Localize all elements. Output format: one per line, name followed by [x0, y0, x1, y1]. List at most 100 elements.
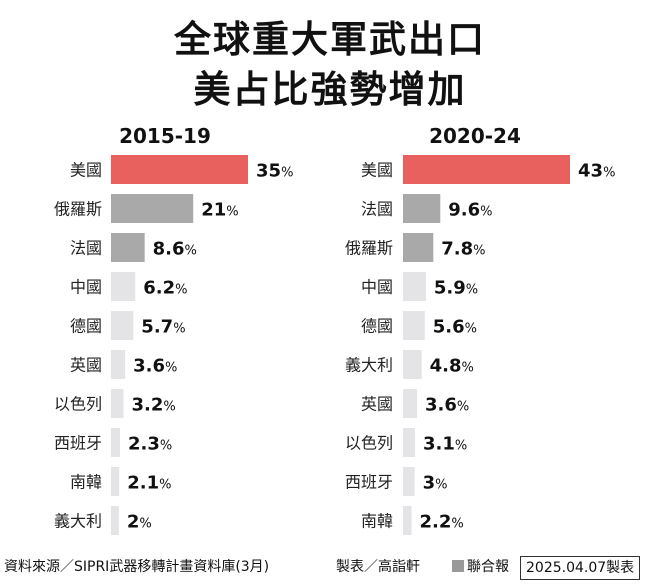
value-label: 21%	[201, 200, 238, 221]
value-number: 3.6	[425, 395, 457, 416]
bar	[111, 233, 145, 262]
bar	[111, 311, 134, 340]
value-label: 9.6%	[448, 200, 492, 221]
bar	[403, 233, 434, 262]
category-label: 義大利	[54, 512, 102, 531]
category-label: 西班牙	[345, 473, 393, 492]
bar	[111, 350, 126, 379]
value-unit: %	[480, 205, 492, 220]
value-label: 7.8%	[441, 239, 485, 260]
bar	[111, 389, 124, 418]
value-number: 2.3	[128, 434, 160, 455]
value-unit: %	[159, 478, 171, 493]
value-label: 2.2%	[420, 512, 464, 533]
panel-title: 2015-19	[119, 124, 211, 148]
bar	[403, 194, 441, 223]
category-label: 俄羅斯	[345, 239, 393, 258]
value-label: 2.3%	[128, 434, 172, 455]
value-unit: %	[173, 322, 185, 337]
value-unit: %	[226, 205, 238, 220]
value-label: 3.2%	[132, 395, 176, 416]
value-label: 2.1%	[127, 473, 171, 494]
category-label: 中國	[361, 278, 393, 297]
footer: 資料來源／SIPRI武器移轉計畫資料庫(3月) 製表／高詣軒 聯合報 2025.…	[0, 552, 660, 582]
category-label: 德國	[70, 317, 102, 336]
category-label: 德國	[361, 317, 393, 336]
bar	[403, 428, 416, 457]
category-label: 英國	[70, 356, 102, 375]
bar	[111, 506, 119, 535]
bar	[403, 155, 570, 184]
category-label: 以色列	[345, 434, 393, 453]
value-number: 2.1	[127, 473, 159, 494]
bar	[403, 389, 417, 418]
value-label: 6.2%	[143, 278, 187, 299]
category-label: 義大利	[345, 356, 393, 375]
value-label: 43%	[578, 161, 615, 182]
value-number: 8.6	[153, 239, 185, 260]
value-unit: %	[457, 400, 469, 415]
bar-chart-2020-24: 2020-24 美國 43% 法國 9.6% 俄羅斯 7.8% 中國 5.9% 德國 5.6% 義大利…	[345, 124, 615, 535]
value-number: 6.2	[143, 278, 175, 299]
value-label: 3.6%	[133, 356, 177, 377]
value-unit: %	[435, 478, 447, 493]
category-label: 南韓	[361, 512, 393, 531]
panel-2020-24: 2020-24 美國 43% 法國 9.6% 俄羅斯 7.8% 中國 5.9% 德國 5.6% 義大利…	[330, 0, 660, 560]
value-label: 35%	[256, 161, 293, 182]
value-unit: %	[603, 166, 615, 181]
value-number: 21	[201, 200, 226, 221]
value-number: 7.8	[441, 239, 473, 260]
value-number: 9.6	[448, 200, 480, 221]
value-number: 3.1	[423, 434, 455, 455]
category-label: 法國	[70, 239, 102, 258]
maker-credit: 製表／高詣軒	[336, 559, 420, 575]
panel-title: 2020-24	[429, 124, 521, 148]
value-unit: %	[473, 244, 485, 259]
bar	[403, 272, 426, 301]
value-label: 5.9%	[434, 278, 478, 299]
bar	[111, 194, 194, 223]
value-unit: %	[160, 439, 172, 454]
category-label: 俄羅斯	[54, 200, 102, 219]
value-number: 43	[578, 161, 603, 182]
bar	[403, 467, 415, 496]
value-unit: %	[462, 361, 474, 376]
value-unit: %	[185, 244, 197, 259]
value-label: 3.6%	[425, 395, 469, 416]
value-number: 5.9	[434, 278, 466, 299]
category-label: 南韓	[70, 473, 102, 492]
value-label: 4.8%	[430, 356, 474, 377]
value-label: 2%	[127, 512, 152, 533]
value-number: 2	[127, 512, 140, 533]
bar	[403, 350, 422, 379]
bar	[403, 311, 425, 340]
category-label: 美國	[361, 161, 393, 180]
bar-chart-2015-19: 2015-19 美國 35% 俄羅斯 21% 法國 8.6% 中國 6.2% 德國 5.7% 英國 3.…	[54, 124, 293, 535]
value-number: 4.8	[430, 356, 462, 377]
value-unit: %	[163, 400, 175, 415]
value-number: 5.7	[141, 317, 173, 338]
category-label: 美國	[70, 161, 102, 180]
value-number: 3.2	[132, 395, 164, 416]
value-unit: %	[455, 439, 467, 454]
value-number: 3.6	[133, 356, 165, 377]
value-number: 35	[256, 161, 281, 182]
value-unit: %	[139, 517, 151, 532]
value-label: 5.6%	[433, 317, 477, 338]
value-unit: %	[466, 283, 478, 298]
category-label: 法國	[361, 200, 393, 219]
value-unit: %	[175, 283, 187, 298]
bar	[111, 155, 248, 184]
value-unit: %	[165, 361, 177, 376]
bar	[111, 428, 121, 457]
bar	[403, 506, 412, 535]
value-label: 5.7%	[141, 317, 185, 338]
value-unit: %	[281, 166, 293, 181]
source-note: 資料來源／SIPRI武器移轉計畫資料庫(3月)	[4, 559, 270, 575]
bar	[111, 272, 136, 301]
value-unit: %	[451, 517, 463, 532]
value-label: 8.6%	[153, 239, 197, 260]
value-label: 3.1%	[423, 434, 467, 455]
category-label: 以色列	[54, 395, 102, 414]
panel-2015-19: 2015-19 美國 35% 俄羅斯 21% 法國 8.6% 中國 6.2% 德國 5.7% 英國 3.…	[0, 0, 330, 560]
